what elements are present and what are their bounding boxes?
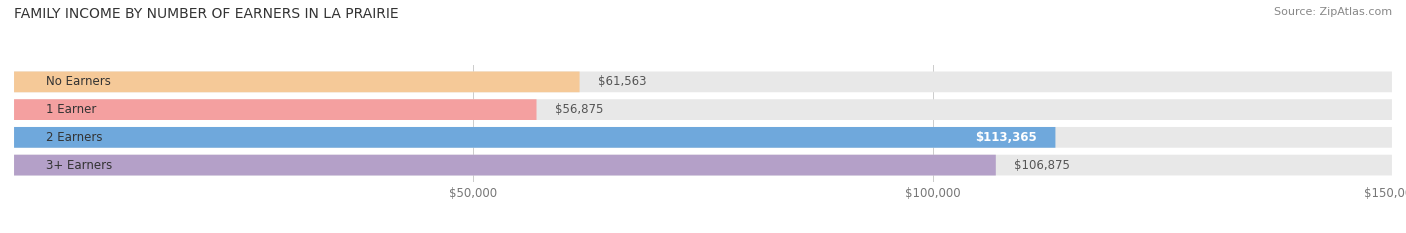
Text: $61,563: $61,563 [598, 75, 647, 88]
Text: 2 Earners: 2 Earners [46, 131, 103, 144]
Text: No Earners: No Earners [46, 75, 111, 88]
Text: $56,875: $56,875 [555, 103, 603, 116]
FancyBboxPatch shape [14, 99, 537, 120]
FancyBboxPatch shape [14, 72, 1392, 92]
FancyBboxPatch shape [14, 99, 1392, 120]
Text: Source: ZipAtlas.com: Source: ZipAtlas.com [1274, 7, 1392, 17]
FancyBboxPatch shape [14, 72, 579, 92]
Text: $106,875: $106,875 [1014, 159, 1070, 171]
FancyBboxPatch shape [14, 155, 995, 175]
FancyBboxPatch shape [14, 127, 1392, 148]
Text: 3+ Earners: 3+ Earners [46, 159, 112, 171]
FancyBboxPatch shape [14, 127, 1056, 148]
Text: 1 Earner: 1 Earner [46, 103, 97, 116]
FancyBboxPatch shape [14, 155, 1392, 175]
Text: $113,365: $113,365 [976, 131, 1038, 144]
Text: FAMILY INCOME BY NUMBER OF EARNERS IN LA PRAIRIE: FAMILY INCOME BY NUMBER OF EARNERS IN LA… [14, 7, 399, 21]
